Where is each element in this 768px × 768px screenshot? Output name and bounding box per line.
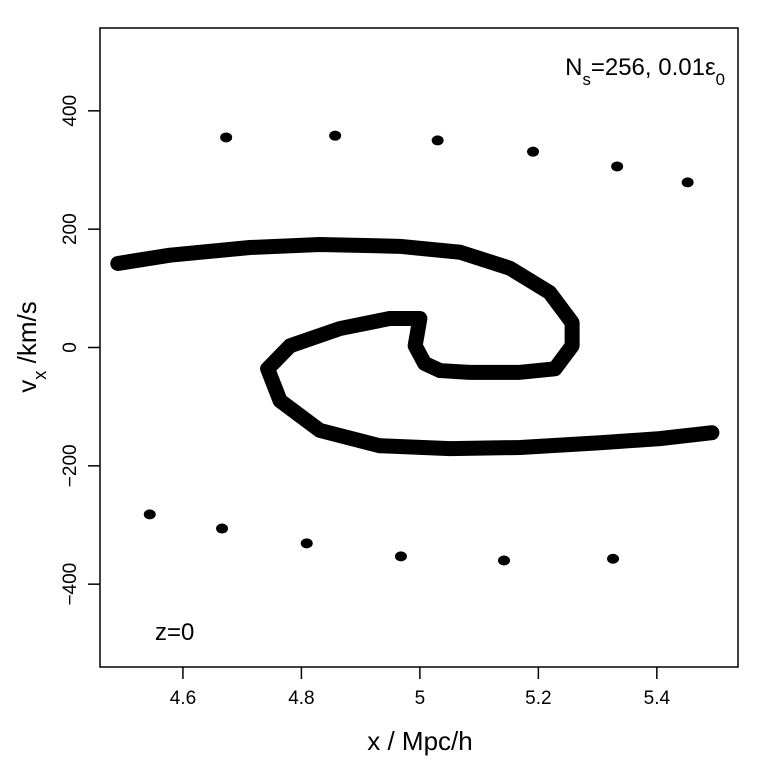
redshift-label: z=0 (155, 619, 194, 646)
y-tick-label: 200 (60, 213, 81, 245)
clump (611, 161, 624, 172)
clump (216, 523, 229, 534)
x-tick-label: 5.4 (644, 688, 671, 709)
clump (431, 135, 444, 146)
clump (498, 555, 511, 566)
clump (143, 509, 156, 520)
y-tick-label: −200 (60, 444, 81, 487)
text-part: x (30, 371, 50, 380)
clump (329, 130, 342, 141)
y-tick-label: 400 (60, 95, 81, 127)
text-part: N (565, 54, 582, 81)
phase-stream (110, 237, 720, 457)
text-part: s (582, 70, 590, 89)
text-part: 0 (716, 70, 725, 89)
annotation: Ns=256, 0.01ε0 (565, 54, 725, 89)
x-axis-title: x / Mpc/h (367, 726, 472, 756)
x-tick-label: 4.6 (170, 688, 196, 709)
clump (681, 177, 694, 188)
text-part: =256, 0.01ε (591, 54, 716, 81)
text-part: v (12, 380, 42, 393)
clump (300, 538, 313, 549)
clump (607, 553, 620, 564)
x-tick-label: 5 (415, 688, 426, 709)
y-tick-label: −400 (60, 563, 81, 606)
text-part: /km/s (12, 301, 42, 370)
clump (394, 551, 407, 562)
clump (527, 146, 540, 157)
clump (220, 132, 233, 143)
x-tick-label: 5.2 (525, 688, 551, 709)
y-tick-label: 0 (60, 342, 81, 353)
y-axis-title: vx /km/s (12, 301, 50, 392)
x-tick-label: 4.8 (288, 688, 314, 709)
